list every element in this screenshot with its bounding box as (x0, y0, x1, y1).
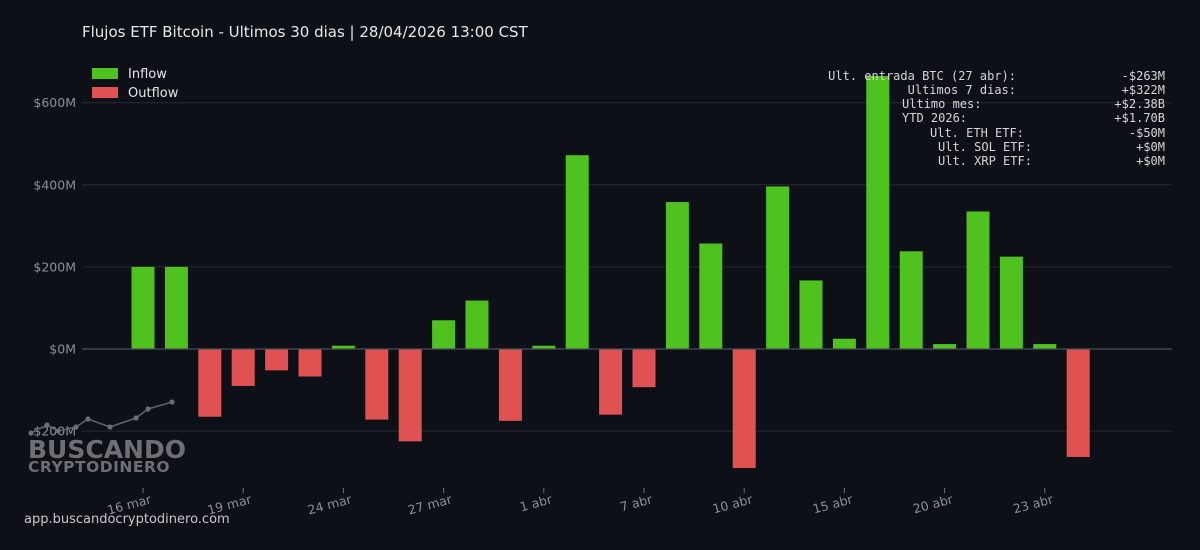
inflow-bar (1033, 344, 1057, 349)
stat-label-last-btc: Ult. entrada BTC (27 abr): (828, 69, 1016, 83)
sparkline-dot (73, 424, 79, 430)
x-tick-label: 24 mar (306, 491, 354, 517)
stat-label-eth: Ult. ETH ETF: (930, 126, 1024, 140)
stat-label-7d: Ultimos 7 dias: (908, 83, 1016, 97)
inflow-bar (465, 300, 489, 349)
stat-label-month: Ultimo mes: (902, 97, 981, 111)
outflow-bar (231, 349, 255, 386)
stat-value-ytd: +$1.70B (1114, 111, 1165, 125)
inflow-bar (999, 256, 1023, 349)
inflow-bar (832, 338, 856, 349)
stat-value-month: +$2.38B (1114, 97, 1165, 111)
x-tick-label: 15 abr (811, 491, 855, 516)
outflow-bar (265, 349, 289, 371)
sparkline-dot (44, 422, 50, 428)
inflow-bar (766, 186, 790, 349)
stat-value-eth: -$50M (1129, 126, 1165, 140)
inflow-bar (933, 344, 957, 349)
stats-panel: Ult. entrada BTC (27 abr): -$263M Ultimo… (828, 69, 1165, 168)
stat-label-sol: Ult. SOL ETF: (938, 140, 1032, 154)
sparkline-dot (55, 428, 61, 434)
outflow-bar (498, 349, 522, 421)
grid-lines (82, 102, 1172, 432)
sparkline-path (30, 401, 173, 434)
x-tick-label: 7 abr (618, 491, 654, 514)
inflow-bar (331, 345, 355, 349)
outflow-bar (198, 349, 222, 417)
stat-value-last-btc: -$263M (1122, 69, 1165, 83)
chart-title: Flujos ETF Bitcoin - Ultimos 30 dias | 2… (82, 23, 529, 41)
bars (131, 76, 1090, 469)
x-tick-label: 20 abr (911, 491, 955, 516)
outflow-bar (1066, 349, 1090, 457)
legend-label-outflow: Outflow (128, 86, 179, 101)
stat-label-ytd: YTD 2026: (902, 111, 967, 125)
y-axis-ticks: -$200M$0M$200M$400M$600M (29, 95, 76, 438)
x-tick-label: 23 abr (1011, 491, 1055, 516)
outflow-bar (632, 349, 656, 388)
outflow-bar (298, 349, 322, 377)
y-tick-label: $600M (33, 95, 76, 110)
inflow-bar (799, 280, 823, 349)
inflow-bar (665, 202, 689, 349)
inflow-bar (565, 155, 589, 349)
outflow-bar (365, 349, 389, 420)
stat-value-xrp: +$0M (1136, 154, 1165, 168)
sparkline-dot (145, 406, 151, 412)
sparkline-dot (85, 416, 91, 422)
inflow-bar (131, 266, 155, 349)
y-tick-label: $200M (33, 259, 76, 274)
x-tick-label: 1 abr (518, 491, 554, 514)
footer-url: app.buscandocryptodinero.com (24, 512, 230, 527)
x-tick-label: 10 abr (711, 491, 755, 516)
logo-line-1: BUSCANDO (28, 435, 186, 464)
legend-swatch-outflow (92, 87, 118, 98)
x-tick-label: 27 mar (406, 491, 454, 517)
stat-value-7d: +$322M (1122, 83, 1165, 97)
legend-label-inflow: Inflow (128, 67, 167, 82)
sparkline-dot (133, 415, 139, 421)
sparkline-dot (28, 430, 34, 436)
sparkline-dot (107, 424, 113, 430)
y-tick-label: $400M (33, 177, 76, 192)
stat-value-sol: +$0M (1136, 140, 1165, 154)
stat-label-xrp: Ult. XRP ETF: (938, 154, 1032, 168)
inflow-bar (866, 76, 890, 349)
legend-swatch-inflow (92, 68, 118, 79)
legend: Inflow Outflow (92, 67, 179, 101)
x-axis-ticks: 16 mar 19 mar 24 mar 27 mar 1 abr 7 abr 10 abr… (106, 488, 1055, 518)
outflow-bar (398, 349, 422, 442)
y-tick-label: $0M (49, 342, 76, 357)
outflow-bar (732, 349, 756, 469)
inflow-bar (432, 320, 456, 349)
logo-line-2: CRYPTODINERO (28, 458, 170, 476)
inflow-bar (899, 251, 923, 349)
inflow-bar (966, 211, 990, 349)
sparkline-dot (169, 399, 175, 405)
logo-sparkline-icon (28, 399, 175, 436)
watermark-logo: BUSCANDO CRYPTODINERO (28, 399, 186, 476)
inflow-bar (699, 243, 723, 349)
inflow-bar (532, 345, 556, 349)
inflow-bar (164, 266, 188, 349)
outflow-bar (599, 349, 623, 415)
